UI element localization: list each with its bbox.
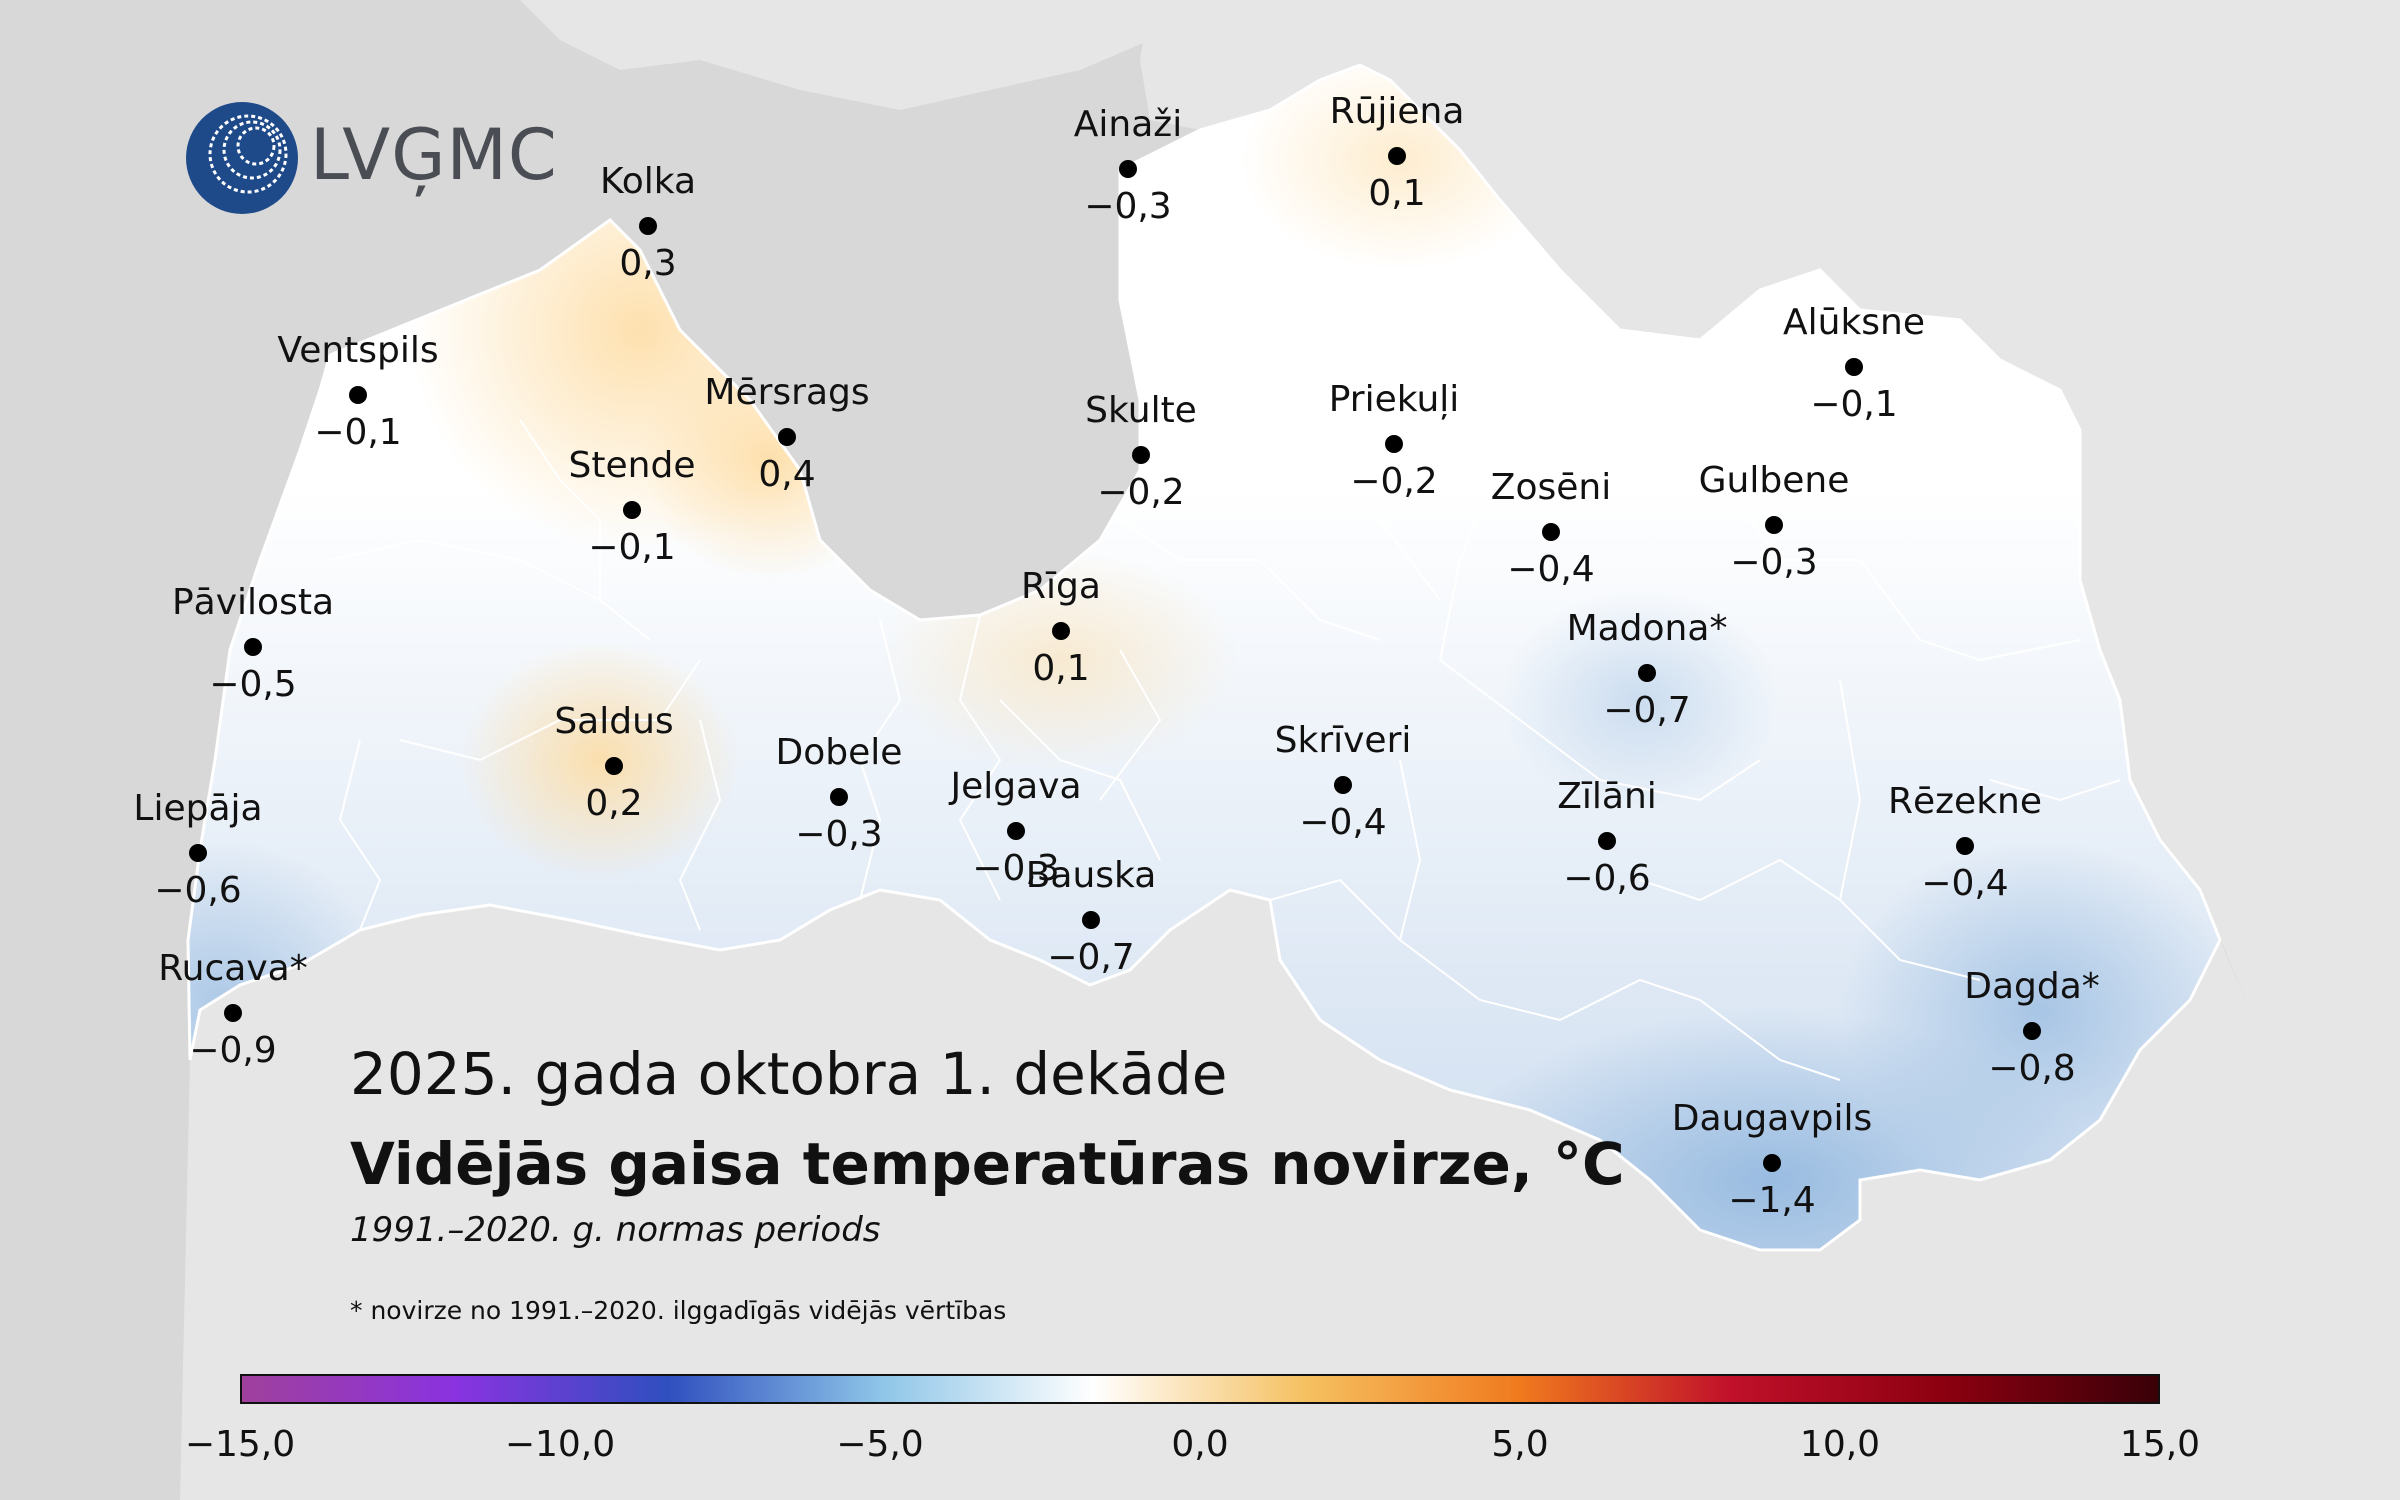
station-dot: [244, 638, 262, 656]
station-dot: [1052, 622, 1070, 640]
station-dot: [623, 501, 641, 519]
station-dot: [1385, 435, 1403, 453]
station-name: Mērsrags: [704, 372, 870, 413]
color-scale-tick-label: 10,0: [1799, 1424, 1881, 1465]
station-dot: [189, 844, 207, 862]
map-subtitle: Vidējās gaisa temperatūras novirze, °C: [350, 1130, 1625, 1198]
station-value: 0,1: [1368, 173, 1426, 214]
station-dot: [1388, 147, 1406, 165]
station-name: Liepāja: [133, 788, 263, 829]
station-value: −0,1: [588, 527, 676, 568]
station-name: Ventspils: [277, 330, 439, 371]
footnote: * novirze no 1991.–2020. ilggadīgās vidē…: [350, 1296, 1007, 1325]
station-name: Priekuļi: [1328, 379, 1460, 420]
station-value: −1,4: [1728, 1180, 1816, 1221]
station-dot: [224, 1004, 242, 1022]
station-value: 0,4: [758, 454, 816, 495]
station-value: −0,3: [1730, 542, 1818, 583]
station-value: −0,4: [1299, 802, 1387, 843]
station-dot: [1956, 837, 1974, 855]
station-name: Skrīveri: [1274, 720, 1412, 761]
station-name: Kolka: [599, 161, 697, 202]
station-name: Rēzekne: [1887, 781, 2043, 822]
estonia-land: [1130, 0, 2400, 1060]
color-scale-tick-label: 15,0: [2119, 1424, 2201, 1465]
station-name: Gulbene: [1698, 460, 1850, 501]
station-name: Stende: [568, 445, 696, 486]
station-dot: [1598, 832, 1616, 850]
lithuania-land: [180, 890, 2400, 1500]
station-value: −0,9: [189, 1030, 277, 1071]
station-name: Madona*: [1566, 608, 1728, 649]
station-value: −0,4: [1507, 549, 1595, 590]
station-name: Dagda*: [1964, 966, 2100, 1007]
station-dot: [1542, 523, 1560, 541]
station-value: −0,7: [1047, 937, 1135, 978]
station-value: 0,2: [585, 783, 643, 824]
color-scale-tick-label: 5,0: [1491, 1424, 1549, 1465]
normal-period: 1991.–2020. g. normas periods: [350, 1210, 881, 1250]
station-name: Ainaži: [1073, 104, 1183, 145]
station-dot: [1082, 911, 1100, 929]
map-title: 2025. gada oktobra 1. dekāde: [350, 1040, 1228, 1108]
station-name: Daugavpils: [1671, 1098, 1873, 1139]
station-value: −0,3: [972, 848, 1060, 889]
station-name: Zīlāni: [1557, 776, 1657, 817]
station-name: Rūjiena: [1329, 91, 1465, 132]
lvgmc-logo: LVĢMC: [182, 98, 702, 218]
logo-wordmark: LVĢMC: [310, 114, 558, 196]
station-name: Skulte: [1085, 390, 1197, 431]
station-dot: [1132, 446, 1150, 464]
station-value: −0,6: [1563, 858, 1651, 899]
station-value: 0,3: [619, 243, 677, 284]
station-dot: [2023, 1022, 2041, 1040]
station-name: Zosēni: [1490, 467, 1612, 508]
station-dot: [1638, 664, 1656, 682]
station-name: Jelgava: [950, 766, 1082, 807]
station-name: Rīga: [1021, 566, 1101, 607]
station-dot: [1007, 822, 1025, 840]
station-value: −0,1: [314, 412, 402, 453]
station-dot: [778, 428, 796, 446]
station-name: Saldus: [554, 701, 674, 742]
station-value: −0,2: [1350, 461, 1438, 502]
station-value: 0,1: [1032, 648, 1090, 689]
station-value: −0,8: [1988, 1048, 2076, 1089]
color-scale-tick-label: −5,0: [836, 1424, 924, 1465]
color-scale-bar: [240, 1374, 2160, 1404]
station-dot: [639, 217, 657, 235]
station-name: Dobele: [775, 732, 903, 773]
station-dot: [1119, 160, 1137, 178]
color-scale-tick-label: 0,0: [1171, 1424, 1229, 1465]
station-value: −0,3: [795, 814, 883, 855]
station-name: Pāvilosta: [171, 582, 335, 623]
station-dot: [1334, 776, 1352, 794]
station-value: −0,7: [1603, 690, 1691, 731]
station-name: Alūksne: [1782, 302, 1926, 343]
latvia-border: [186, 63, 2222, 1252]
station-value: −0,5: [209, 664, 297, 705]
station-name: Rucava*: [158, 948, 308, 989]
color-scale-tick-label: −10,0: [504, 1424, 616, 1465]
station-value: −0,4: [1921, 863, 2009, 904]
station-value: −0,3: [1084, 186, 1172, 227]
station-name: Bauska: [1025, 855, 1157, 896]
station-dot: [605, 757, 623, 775]
station-value: −0,2: [1097, 472, 1185, 513]
station-dot: [1765, 516, 1783, 534]
station-dot: [1845, 358, 1863, 376]
station-value: −0,6: [154, 870, 242, 911]
station-dot: [1763, 1154, 1781, 1172]
color-scale-tick-label: −15,0: [184, 1424, 296, 1465]
station-value: −0,1: [1810, 384, 1898, 425]
municipal-boundaries: [329, 270, 2121, 1081]
lvgmc-emblem-icon: [186, 102, 298, 214]
station-dot: [830, 788, 848, 806]
station-dot: [349, 386, 367, 404]
saaremaa-island: [520, 0, 1160, 110]
